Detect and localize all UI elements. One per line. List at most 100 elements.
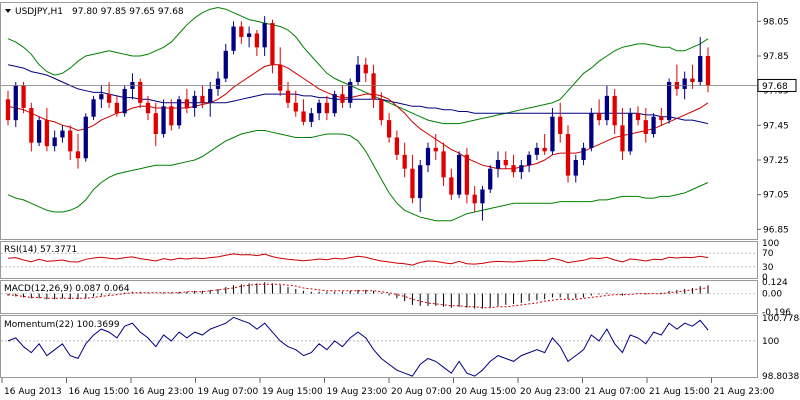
price-tick-label: 98.05 xyxy=(763,17,789,27)
candle xyxy=(340,85,345,108)
candle xyxy=(246,26,252,48)
candle-body xyxy=(91,99,96,117)
candle xyxy=(200,85,205,108)
candle xyxy=(519,160,524,180)
candle xyxy=(472,186,477,212)
candle xyxy=(581,142,586,166)
candle xyxy=(604,85,610,126)
candle-body xyxy=(122,88,127,114)
candle-body xyxy=(620,125,625,152)
candle-body xyxy=(433,147,438,152)
candle xyxy=(433,134,438,160)
candle-body xyxy=(480,189,485,204)
rsi-tick-label: 0 xyxy=(762,273,768,283)
candle-body xyxy=(215,78,221,89)
candle-body xyxy=(293,102,298,112)
candle-body xyxy=(363,64,368,74)
candle-body xyxy=(472,194,477,204)
candle xyxy=(464,147,470,204)
time-tick-label: 20 Aug 23:00 xyxy=(520,387,581,397)
price-tick-label: 97.85 xyxy=(763,52,789,62)
time-tick-label: 21 Aug 23:00 xyxy=(714,387,775,397)
macd-tick-label: 0.124 xyxy=(762,278,788,288)
candle xyxy=(184,88,190,114)
candle xyxy=(278,47,283,96)
candle xyxy=(176,95,182,129)
time-tick-label: 16 Aug 23:00 xyxy=(133,387,194,397)
candle xyxy=(29,102,34,152)
candle-body xyxy=(83,116,88,159)
candle xyxy=(635,106,641,126)
candle xyxy=(480,186,485,221)
rsi-tick-label: 30 xyxy=(762,263,774,273)
candle xyxy=(262,16,267,56)
chart-dropdown-icon[interactable] xyxy=(5,9,11,13)
bollinger-upper-line xyxy=(7,6,709,125)
candle-body xyxy=(153,113,158,134)
price-tick-label: 96.85 xyxy=(763,225,789,235)
time-tick-label: 20 Aug 07:00 xyxy=(391,387,452,397)
candle-body xyxy=(246,33,252,37)
macd-tick-label: 0.00 xyxy=(762,290,782,300)
candle xyxy=(348,78,353,108)
candle-body xyxy=(52,137,57,147)
candle-body xyxy=(223,50,228,79)
macd-plot xyxy=(1,282,757,309)
candle xyxy=(643,108,648,143)
time-tick-label: 19 Aug 15:00 xyxy=(262,387,323,397)
candle-body xyxy=(495,160,501,169)
candle xyxy=(332,90,337,117)
axes: 98.0597.8597.6597.4597.2597.0596.8597.68… xyxy=(1,17,800,397)
rsi-title: RSI(14) 57.3771 xyxy=(4,245,77,255)
candle xyxy=(550,108,555,155)
macd-title: MACD(12,26,9) 0.087 0.064 xyxy=(4,284,130,294)
price-tick-label: 97.45 xyxy=(763,121,789,131)
time-tick-label: 19 Aug 07:00 xyxy=(198,387,259,397)
rsi-plot xyxy=(1,252,757,268)
candle-body xyxy=(464,154,470,195)
candle xyxy=(386,113,392,143)
candle-body xyxy=(596,113,602,121)
candle-body xyxy=(534,147,540,155)
macd-signal-line xyxy=(7,283,709,309)
candle xyxy=(254,30,260,56)
candle-body xyxy=(682,78,687,89)
candle xyxy=(145,95,151,121)
candle xyxy=(231,21,236,55)
candle xyxy=(36,116,42,147)
candle-body xyxy=(184,99,190,108)
time-tick-label: 16 Aug 15:00 xyxy=(69,387,130,397)
time-tick-label: 16 Aug 2013 xyxy=(4,387,62,397)
candle-body xyxy=(379,99,384,121)
chart-ohlc: 97.80 97.85 97.65 97.68 xyxy=(72,7,184,17)
time-tick-label: 21 Aug 15:00 xyxy=(649,387,710,397)
candle xyxy=(99,85,104,108)
candle-body xyxy=(5,99,11,121)
candle-body xyxy=(332,94,337,114)
candle-body xyxy=(386,120,392,138)
candle xyxy=(91,95,96,121)
candle xyxy=(270,19,275,74)
candle-body xyxy=(705,56,711,86)
candle-body xyxy=(44,120,50,147)
candle-body xyxy=(13,85,18,121)
candle xyxy=(690,64,695,89)
candle xyxy=(316,99,322,121)
candle-body xyxy=(425,147,431,166)
rsi-line xyxy=(7,253,709,266)
candle-body xyxy=(324,102,330,114)
momentum-line xyxy=(7,316,709,377)
candle xyxy=(628,108,633,155)
momentum-plot xyxy=(1,316,757,377)
candle xyxy=(441,142,446,186)
candle-body xyxy=(659,116,664,121)
macd-tick-label: -0.196 xyxy=(762,308,791,318)
candle xyxy=(60,125,65,143)
candle xyxy=(83,113,88,162)
price-plot xyxy=(1,6,757,222)
candle xyxy=(488,165,493,193)
momentum-tick-label: 98.8038 xyxy=(762,372,799,382)
candle xyxy=(68,125,73,160)
candle-body xyxy=(612,95,617,126)
